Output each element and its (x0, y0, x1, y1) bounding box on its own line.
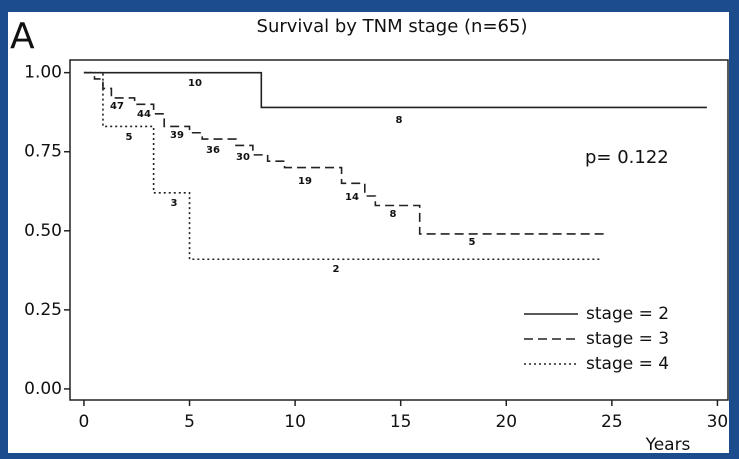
risk-label: 44 (137, 109, 151, 120)
x-axis-label: Years (645, 435, 691, 455)
risk-label: 5 (469, 237, 476, 248)
risk-label: 19 (298, 176, 312, 187)
risk-label: 5 (126, 132, 133, 143)
chart-title: Survival by TNM stage (n=65) (257, 16, 528, 37)
y-tick-label: 0.75 (24, 142, 62, 162)
survival-curve (83, 71, 602, 261)
y-tick-label: 0.50 (24, 221, 62, 241)
risk-label: 3 (171, 198, 178, 209)
y-tick-label: 1.00 (24, 63, 62, 83)
legend-label: stage = 3 (586, 329, 669, 349)
legend-label: stage = 4 (586, 354, 669, 374)
x-tick-label: 30 (707, 412, 729, 432)
plot-frame (69, 59, 729, 401)
panel-label: A (10, 16, 35, 57)
risk-label: 8 (390, 209, 397, 220)
legend-label: stage = 2 (586, 304, 669, 324)
survival-curve (83, 71, 707, 109)
x-tick-label: 0 (79, 412, 90, 432)
y-tick-label: 0.00 (24, 379, 62, 399)
x-tick-label: 5 (184, 412, 195, 432)
risk-label: 10 (188, 78, 202, 89)
panel-background (8, 12, 729, 453)
risk-label: 2 (333, 264, 340, 275)
x-tick-label: 20 (495, 412, 517, 432)
risk-label: 39 (170, 130, 184, 141)
x-tick-label: 15 (390, 412, 412, 432)
risk-label: 47 (110, 101, 124, 112)
x-tick-label: 25 (601, 412, 623, 432)
y-tick-label: 0.25 (24, 300, 62, 320)
risk-label: 36 (206, 145, 220, 156)
risk-label: 8 (396, 115, 403, 126)
risk-label: 14 (345, 192, 359, 203)
x-tick-label: 10 (284, 412, 306, 432)
risk-label: 30 (236, 152, 250, 163)
p-value: p= 0.122 (585, 147, 669, 168)
survival-curve (83, 71, 606, 235)
